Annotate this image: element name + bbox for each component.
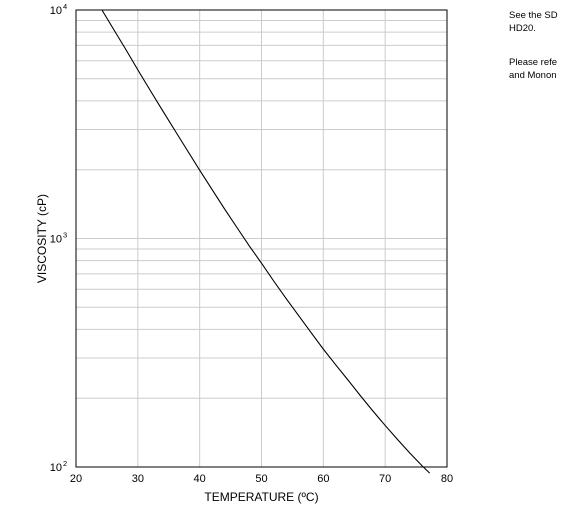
- viscosity-curve: [101, 9, 431, 474]
- side-note-2-line-2: and Monon: [509, 70, 557, 81]
- side-note-1-line-2: HD20.: [509, 23, 536, 34]
- x-tick-label: 30: [132, 473, 144, 485]
- y-tick-label: 10: [50, 5, 62, 17]
- y-tick-label: 10: [50, 462, 62, 474]
- x-tick-label: 40: [194, 473, 206, 485]
- y-tick-label: 10: [50, 234, 62, 246]
- side-note-2-line-1: Please refe: [509, 57, 558, 68]
- y-tick-exponent: 3: [63, 231, 67, 240]
- x-tick-label: 80: [441, 473, 453, 485]
- x-axis-title: TEMPERATURE (ºC): [204, 490, 318, 504]
- side-note-1-line-1: See the SD: [509, 10, 558, 21]
- y-tick-exponent: 2: [63, 459, 67, 468]
- side-note-1: See the SD HD20.: [509, 9, 565, 35]
- x-tick-label: 20: [70, 473, 82, 485]
- plot-frame: [75, 9, 448, 468]
- grid-layer: [76, 10, 447, 467]
- y-tick-exponent: 4: [63, 2, 67, 11]
- side-note-2: Please refe and Monon: [509, 56, 565, 82]
- series-layer: [101, 9, 431, 474]
- x-tick-label: 70: [379, 473, 391, 485]
- y-axis-title: VISCOSITY (cP): [35, 194, 49, 283]
- x-tick-labels: 20 30 40 50 60 70 80: [70, 473, 453, 485]
- x-tick-label: 50: [255, 473, 267, 485]
- x-tick-label: 60: [317, 473, 329, 485]
